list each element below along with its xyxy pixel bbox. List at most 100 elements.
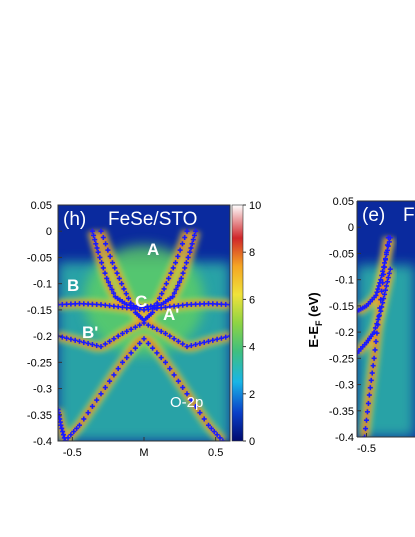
- fit-marker-h-3-38: [218, 335, 224, 341]
- fit-marker-h-2-13: [111, 303, 117, 309]
- fit-marker-e-2-17: [378, 297, 384, 303]
- fit-marker-h-0-13: [109, 286, 115, 292]
- fit-marker-h-3-6: [81, 339, 87, 345]
- fit-marker-h-2-20: [141, 307, 147, 313]
- fit-marker-h-4-40: [220, 438, 226, 441]
- fit-marker-h-2-39: [223, 301, 229, 307]
- fit-marker-h-0-48: [190, 237, 196, 243]
- band-label-B: B: [67, 276, 79, 295]
- fit-marker-h-0-4: [94, 245, 100, 251]
- y-axis-label-e: E-EF (eV): [306, 292, 324, 347]
- fit-marker-h-0-0: [89, 228, 95, 234]
- fit-marker-h-1-36: [175, 253, 181, 259]
- band-label-C: C: [135, 292, 147, 311]
- fit-marker-h-4-38: [214, 432, 220, 438]
- fit-marker-h-4-18: [132, 345, 138, 351]
- fit-marker-h-5-10: [62, 438, 68, 441]
- fit-marker-h-2-29: [180, 302, 186, 308]
- fit-marker-h-1-34: [170, 265, 176, 271]
- fit-marker-h-0-8: [100, 265, 106, 271]
- fit-marker-h-4-29: [180, 385, 186, 391]
- fit-marker-h-4-31: [188, 397, 194, 403]
- y-tick-label-h-3: -0.1: [33, 279, 52, 291]
- band-label-A-prime: A': [163, 305, 179, 324]
- fit-marker-h-2-38: [218, 301, 224, 307]
- fit-marker-h-4-39: [217, 435, 223, 441]
- colorbar-tick-label-3: 4: [249, 342, 255, 354]
- fit-marker-h-2-6: [81, 301, 87, 307]
- fit-marker-h-4-5: [77, 422, 82, 428]
- fit-marker-h-0-43: [183, 260, 189, 266]
- colorbar-ticks: 10 8 6 4 2 0: [243, 200, 261, 448]
- fit-marker-h-1-0: [98, 228, 104, 234]
- fit-marker-h-5-0: [58, 407, 61, 413]
- fit-marker-e-2-4: [365, 400, 371, 406]
- fit-marker-h-2-1: [59, 301, 65, 307]
- fit-marker-h-0-47: [189, 241, 195, 247]
- fit-marker-h-2-23: [154, 305, 160, 311]
- fit-marker-h-4-15: [120, 359, 125, 365]
- fit-marker-h-3-29: [180, 341, 186, 347]
- y-tick-label-h-9: -0.4: [33, 436, 52, 448]
- fit-marker-h-0-41: [180, 270, 186, 276]
- fit-marker-h-2-35: [206, 301, 211, 307]
- fit-marker-h-3-17: [128, 326, 134, 332]
- fit-marker-h-3-34: [201, 339, 207, 345]
- fit-marker-h-3-9: [94, 343, 100, 349]
- fit-marker-h-2-17: [128, 305, 134, 311]
- fit-marker-h-3-36: [210, 337, 216, 343]
- fit-marker-h-3-16: [124, 328, 130, 334]
- fit-marker-e-0-12: [375, 286, 381, 292]
- y-tick-label-e-6: -0.25: [329, 353, 354, 365]
- fit-marker-h-2-9: [94, 301, 100, 307]
- fit-marker-h-2-24: [158, 305, 164, 311]
- fit-marker-h-3-4: [72, 337, 78, 343]
- fit-marker-h-2-0: [58, 302, 61, 308]
- panel-title-e: F: [403, 205, 415, 226]
- x-tick-label-h-2: 0.5: [208, 447, 223, 459]
- fit-marker-h-3-20: [141, 320, 147, 326]
- fit-marker-h-4-25: [163, 359, 168, 365]
- fit-marker-h-1-30: [161, 286, 167, 292]
- fit-marker-h-4-7: [85, 410, 91, 416]
- fit-marker-h-3-28: [175, 338, 181, 344]
- fit-marker-h-3-39: [223, 334, 229, 340]
- fit-marker-h-0-39: [177, 279, 183, 285]
- fit-marker-e-1-18: [381, 296, 387, 302]
- y-tick-label-e-0: 0.05: [333, 196, 354, 208]
- fit-marker-h-3-23: [154, 326, 160, 332]
- fit-marker-h-3-32: [193, 342, 199, 348]
- y-tick-label-h-1: 0: [46, 226, 52, 238]
- fit-marker-h-3-2: [64, 335, 70, 341]
- x-tick-label-h-0: -0.5: [63, 447, 82, 459]
- fit-marker-h-2-2: [64, 301, 70, 307]
- fit-marker-e-2-9: [370, 363, 376, 369]
- fit-marker-e-1-23: [385, 275, 391, 281]
- colorbar-tick-label-2: 6: [249, 294, 255, 306]
- fit-marker-h-4-21: [145, 340, 151, 346]
- fit-marker-h-3-35: [206, 338, 211, 344]
- fit-marker-h-4-3: [71, 429, 77, 435]
- x-axis-e: -0.5: [357, 433, 376, 455]
- fit-marker-h-1-28: [156, 295, 162, 301]
- fit-marker-h-5-7: [60, 429, 66, 435]
- colorbar-tick-label-0: 10: [249, 200, 261, 212]
- fit-marker-h-1-10: [121, 286, 127, 292]
- fit-marker-h-3-24: [158, 328, 164, 334]
- fit-marker-h-0-42: [182, 265, 188, 271]
- fit-marker-h-2-27: [171, 303, 177, 309]
- fit-marker-e-0-13: [376, 283, 382, 289]
- fit-marker-h-0-11: [105, 279, 111, 285]
- fit-marker-e-1-25: [387, 266, 393, 272]
- fit-marker-h-1-6: [112, 265, 118, 271]
- fit-marker-e-2-5: [366, 392, 372, 398]
- fit-marker-e-2-23: [383, 249, 389, 255]
- fit-marker-e-2-1: [363, 426, 369, 432]
- fit-marker-h-3-26: [167, 333, 173, 339]
- fit-marker-h-5-9: [61, 435, 67, 441]
- fit-marker-h-2-26: [167, 304, 173, 310]
- fit-marker-e-2-19: [380, 280, 386, 286]
- fit-marker-e-2-25: [385, 235, 391, 241]
- fit-marker-e-1-20: [383, 287, 388, 293]
- fit-marker-h-3-15: [120, 330, 125, 336]
